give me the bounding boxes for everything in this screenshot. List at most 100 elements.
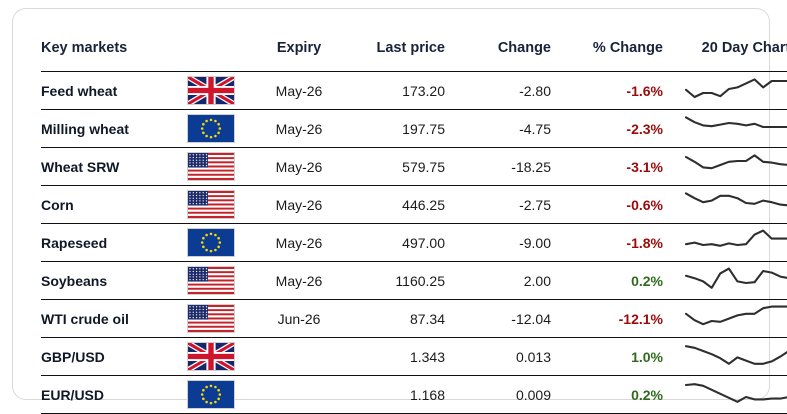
cell-pct-change: 0.2% [567, 375, 677, 414]
cell-change: -9.00 [459, 223, 567, 262]
sparkline-chart [683, 378, 787, 408]
cell-change: 0.009 [459, 375, 567, 414]
cell-last-price: 579.75 [345, 147, 459, 186]
cell-expiry [253, 337, 345, 376]
cell-pct-change: -1.6% [567, 71, 677, 110]
sparkline-chart [683, 188, 787, 218]
cell-last-price: 173.20 [345, 71, 459, 110]
cell-pct-change: -12.1% [567, 299, 677, 338]
cell-flag [169, 299, 253, 338]
table-row[interactable]: EUR/USD 1.168 0.009 0.2% [41, 375, 787, 414]
column-header-expiry[interactable]: Expiry [253, 25, 345, 72]
cell-last-price: 1.343 [345, 337, 459, 376]
cell-pct-change: -1.8% [567, 223, 677, 262]
cell-change: -12.04 [459, 299, 567, 338]
table-row[interactable]: Feed wheat May-26 173.20 -2.80 -1.6% [41, 71, 787, 110]
cell-market-name: WTI crude oil [41, 299, 169, 338]
cell-20-day-sparkline[interactable] [677, 299, 787, 338]
cell-market-name: Wheat SRW [41, 147, 169, 186]
cell-20-day-sparkline[interactable] [677, 375, 787, 414]
cell-pct-change: 0.2% [567, 261, 677, 300]
cell-pct-change: -3.1% [567, 147, 677, 186]
column-header-key-markets[interactable]: Key markets [41, 25, 169, 72]
table-row[interactable]: Wheat SRW May-26 579.75 -18.25 -3.1% [41, 147, 787, 186]
table-row[interactable]: Rapeseed May-26 497.00 -9.00 -1.8% [41, 223, 787, 262]
table-header-row: Key markets Expiry Last price Change % C… [41, 25, 787, 72]
uk-flag-icon [187, 342, 235, 371]
cell-market-name: Soybeans [41, 261, 169, 300]
sparkline-chart [683, 74, 787, 104]
cell-expiry [253, 375, 345, 414]
column-header-pct-change[interactable]: % Change [567, 25, 677, 72]
column-header-20-day-chart[interactable]: 20 Day Chart [677, 25, 787, 72]
cell-20-day-sparkline[interactable] [677, 109, 787, 148]
cell-expiry: May-26 [253, 223, 345, 262]
column-header-last-price[interactable]: Last price [345, 25, 459, 72]
market-table-panel: Key markets Expiry Last price Change % C… [12, 8, 787, 414]
key-markets-table: Key markets Expiry Last price Change % C… [41, 25, 787, 414]
cell-pct-change: 1.0% [567, 337, 677, 376]
column-header-flag [169, 25, 253, 72]
cell-expiry: May-26 [253, 185, 345, 224]
cell-market-name: Corn [41, 185, 169, 224]
cell-market-name: EUR/USD [41, 375, 169, 414]
sparkline-chart [683, 150, 787, 180]
table-row[interactable]: GBP/USD 1.343 0.013 1.0% [41, 337, 787, 376]
column-header-change[interactable]: Change [459, 25, 567, 72]
pct-change-badge: 0.2% [631, 386, 663, 403]
table-body: Feed wheat May-26 173.20 -2.80 -1.6% Milling … [41, 71, 787, 414]
cell-change: 0.013 [459, 337, 567, 376]
pct-change-badge: 1.0% [631, 348, 663, 365]
us-flag-icon [187, 266, 235, 295]
cell-last-price: 197.75 [345, 109, 459, 148]
us-flag-icon [187, 190, 235, 219]
cell-20-day-sparkline[interactable] [677, 147, 787, 186]
us-flag-icon [187, 152, 235, 181]
cell-flag [169, 261, 253, 300]
pct-change-badge: -1.8% [626, 234, 663, 251]
cell-expiry: Jun-26 [253, 299, 345, 338]
cell-last-price: 497.00 [345, 223, 459, 262]
cell-flag [169, 337, 253, 376]
cell-change: -2.75 [459, 185, 567, 224]
cell-20-day-sparkline[interactable] [677, 223, 787, 262]
cell-last-price: 446.25 [345, 185, 459, 224]
cell-20-day-sparkline[interactable] [677, 71, 787, 110]
eu-flag-icon [187, 114, 235, 143]
cell-20-day-sparkline[interactable] [677, 185, 787, 224]
cell-market-name: GBP/USD [41, 337, 169, 376]
sparkline-chart [683, 226, 787, 256]
cell-flag [169, 185, 253, 224]
cell-last-price: 1160.25 [345, 261, 459, 300]
sparkline-chart [683, 302, 787, 332]
cell-expiry: May-26 [253, 261, 345, 300]
cell-market-name: Milling wheat [41, 109, 169, 148]
cell-market-name: Feed wheat [41, 71, 169, 110]
eu-flag-icon [187, 380, 235, 409]
cell-flag [169, 223, 253, 262]
cell-last-price: 87.34 [345, 299, 459, 338]
cell-20-day-sparkline[interactable] [677, 261, 787, 300]
table-row[interactable]: Corn May-26 446.25 -2.75 -0.6% [41, 185, 787, 224]
sparkline-chart [683, 112, 787, 142]
uk-flag-icon [187, 76, 235, 105]
table-row[interactable]: Soybeans May-26 1160.25 2.00 0.2% [41, 261, 787, 300]
us-flag-icon [187, 304, 235, 333]
pct-change-badge: -0.6% [626, 196, 663, 213]
cell-pct-change: -0.6% [567, 185, 677, 224]
cell-flag [169, 375, 253, 414]
table-row[interactable]: Milling wheat May-26 197.75 -4.75 -2.3% [41, 109, 787, 148]
cell-expiry: May-26 [253, 71, 345, 110]
cell-change: 2.00 [459, 261, 567, 300]
pct-change-badge: -12.1% [618, 310, 663, 327]
cell-pct-change: -2.3% [567, 109, 677, 148]
sparkline-chart [683, 340, 787, 370]
cell-last-price: 1.168 [345, 375, 459, 414]
cell-change: -2.80 [459, 71, 567, 110]
pct-change-badge: -3.1% [626, 158, 663, 175]
cell-change: -4.75 [459, 109, 567, 148]
table-header: Key markets Expiry Last price Change % C… [41, 25, 787, 72]
cell-20-day-sparkline[interactable] [677, 337, 787, 376]
table-row[interactable]: WTI crude oil Jun-26 87.34 -12.04 -12.1% [41, 299, 787, 338]
cell-expiry: May-26 [253, 109, 345, 148]
